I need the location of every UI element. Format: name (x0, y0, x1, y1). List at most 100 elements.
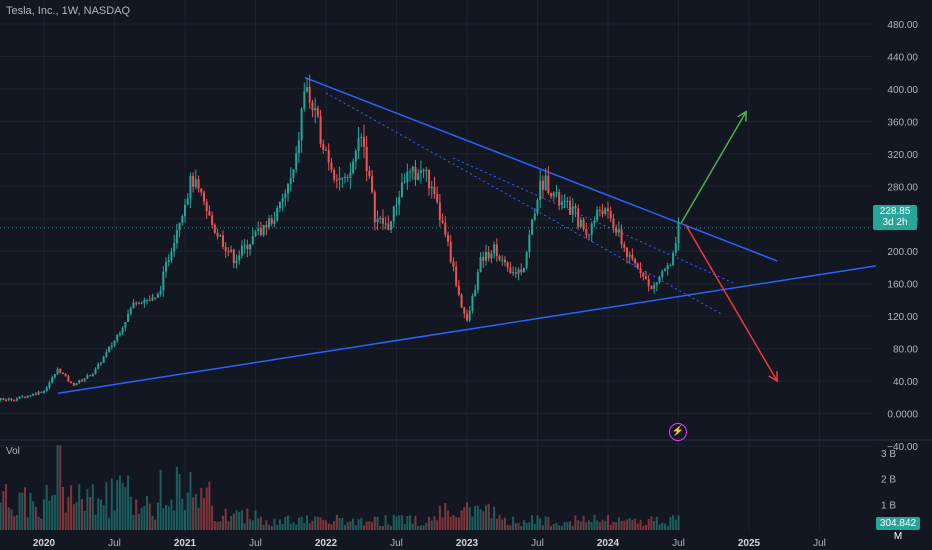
candle-body (70, 381, 73, 383)
volume-bar (525, 522, 528, 530)
candle-body (40, 391, 43, 393)
candle-body (617, 229, 620, 233)
volume-bar (354, 525, 357, 530)
volume-bar (677, 515, 680, 530)
time-tick-label: 2020 (33, 538, 56, 549)
candle-body (460, 294, 463, 308)
volume-bar (284, 516, 287, 530)
volume-bar (620, 521, 623, 530)
candle-body (368, 170, 371, 177)
candle-body (520, 269, 523, 273)
candle-body (639, 268, 642, 274)
price-tick-label: −40.00 (887, 442, 918, 453)
volume-bar (189, 472, 192, 530)
last-volume-tag: 304.842 M (876, 517, 920, 542)
volume-bar (506, 524, 509, 530)
candle-body (338, 177, 341, 181)
candle-body (577, 208, 580, 227)
channel-line-dotted (452, 157, 736, 285)
candle-body (444, 222, 447, 235)
volume-axis[interactable]: 3 B 2 B 1 B (881, 449, 896, 511)
candle-body (498, 256, 501, 261)
volume-bar (517, 522, 520, 530)
candle-body (308, 86, 311, 103)
volume-bar (582, 515, 585, 530)
volume-bar (175, 466, 178, 530)
volume-bar (625, 519, 628, 530)
candle-body (240, 245, 243, 256)
candle-body (563, 200, 566, 202)
volume-bar (254, 510, 257, 530)
volume-bar (601, 519, 604, 530)
candle-body (441, 220, 444, 223)
volume-bar (165, 504, 168, 530)
volume-bar (457, 517, 460, 530)
candle-body (327, 150, 330, 163)
candle-body (381, 217, 384, 224)
volume-bar (669, 517, 672, 530)
candle-body (83, 378, 86, 381)
candle-body (67, 376, 70, 382)
volume-bar (531, 514, 534, 530)
volume-bar (224, 508, 227, 530)
candle-body (259, 228, 262, 236)
volume-bar (528, 522, 531, 530)
candle-body (417, 173, 420, 180)
volume-bar (428, 516, 431, 530)
candle-body (650, 285, 653, 289)
candle-body (325, 149, 327, 151)
volume-bar (672, 515, 675, 530)
time-tick-label: 2023 (456, 538, 479, 549)
volume-bar (48, 500, 51, 530)
volume-bar (636, 523, 639, 530)
volume-bar (197, 507, 200, 530)
candle-body (170, 251, 173, 261)
candle-body (362, 136, 365, 147)
candle-body (265, 224, 268, 228)
candle-body (94, 368, 97, 374)
volume-bar (341, 517, 344, 530)
volume-bar (37, 516, 40, 530)
price-axis[interactable]: 480.00440.00400.00360.00320.00280.00240.… (887, 20, 918, 453)
candle-body (287, 183, 290, 194)
candle-body (227, 251, 230, 253)
time-tick-label: Jul (390, 538, 403, 549)
candle-body (254, 231, 257, 237)
candle-body (243, 244, 246, 246)
volume-bar (45, 484, 48, 530)
volume-bar (316, 517, 319, 530)
candle-body (612, 218, 615, 228)
volume-bar (108, 517, 111, 530)
volume-bar (303, 522, 306, 530)
candle-body (628, 254, 631, 257)
volume-bar (132, 515, 135, 530)
time-axis[interactable]: 2020 Jul 2021 Jul 2022 Jul 2023 Jul 2024 Jul 2025 J… (33, 538, 826, 549)
candle-body (666, 265, 669, 270)
candle-body (48, 382, 51, 388)
candle-body (208, 211, 211, 216)
bar-countdown: 3d 2h (882, 217, 908, 228)
candle-body (281, 198, 284, 202)
candle-body (15, 398, 18, 401)
volume-bar (533, 523, 536, 530)
candle-body (346, 176, 349, 178)
candle-body (173, 242, 176, 252)
volume-bar (471, 516, 474, 530)
volume-bar (34, 506, 37, 530)
candle-body (433, 186, 436, 194)
volume-bar (585, 522, 588, 530)
channel-line-dotted (325, 92, 722, 315)
candle-body (189, 175, 192, 199)
volume-bar (40, 518, 43, 530)
bolt-icon[interactable]: ⚡ (669, 423, 687, 441)
volume-bar (588, 520, 591, 530)
volume-series (0, 445, 680, 530)
price-tick-label: 160.00 (887, 280, 918, 291)
volume-bar (43, 499, 45, 530)
candle-body (634, 259, 637, 264)
candle-body (493, 244, 496, 254)
volume-bar (281, 524, 284, 530)
candle-body (113, 340, 116, 346)
candle-body (490, 253, 493, 259)
